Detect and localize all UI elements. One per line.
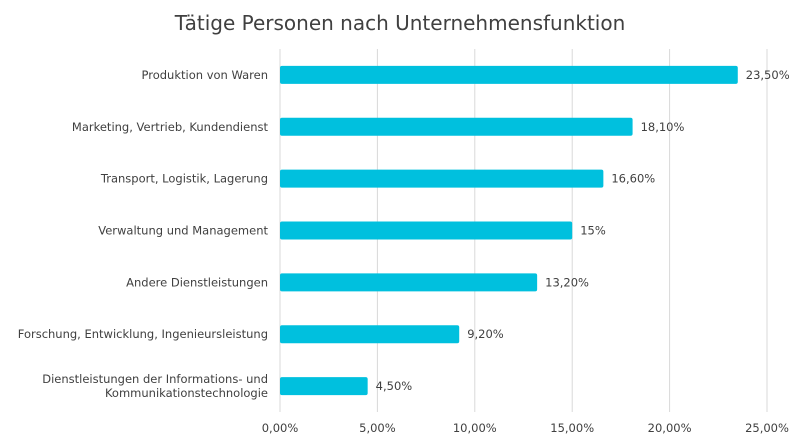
x-tick-label: 0,00% — [262, 421, 299, 435]
category-label: Produktion von Waren — [142, 68, 268, 82]
category-label: Dienstleistungen der Informations- und Ko… — [42, 372, 268, 400]
data-label: 23,50% — [746, 68, 790, 82]
x-tick-label: 10,00% — [453, 421, 497, 435]
data-label: 16,60% — [611, 172, 655, 186]
category-label: Andere Dienstleistungen — [126, 275, 268, 289]
data-label: 13,20% — [545, 275, 589, 289]
x-tick-label: 25,00% — [745, 421, 789, 435]
bar — [280, 169, 604, 188]
bar — [280, 117, 633, 136]
category-label: Transport, Logistik, Lagerung — [100, 172, 268, 186]
bar — [280, 377, 368, 396]
data-label: 4,50% — [376, 379, 413, 393]
chart-title: Tätige Personen nach Unternehmensfunktio… — [174, 11, 626, 35]
bar — [280, 325, 460, 344]
data-label: 9,20% — [467, 327, 504, 341]
bar — [280, 65, 738, 84]
category-label: Verwaltung und Management — [98, 224, 268, 238]
bar — [280, 221, 573, 240]
x-tick-label: 5,00% — [359, 421, 396, 435]
category-label: Marketing, Vertrieb, Kundendienst — [72, 120, 269, 134]
category-label: Forschung, Entwicklung, Ingenieursleistu… — [18, 327, 268, 341]
x-tick-label: 20,00% — [648, 421, 692, 435]
bar — [280, 273, 538, 292]
x-tick-label: 15,00% — [550, 421, 594, 435]
data-label: 18,10% — [641, 120, 685, 134]
data-label: 15% — [580, 224, 606, 238]
